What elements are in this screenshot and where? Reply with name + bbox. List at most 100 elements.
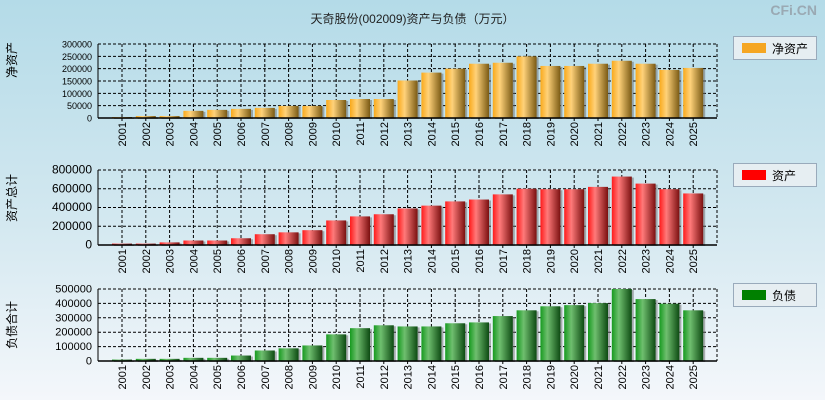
bar-2021 <box>588 63 608 118</box>
x-tick-label: 2017 <box>498 122 510 146</box>
y-tick-label: 100000 <box>62 89 92 99</box>
bar-2024 <box>659 303 680 361</box>
y-tick-label: 300000 <box>62 40 92 50</box>
bar-2012 <box>373 325 394 361</box>
x-tick-label: 2007 <box>260 249 272 273</box>
x-tick-label: 2002 <box>141 249 153 273</box>
panel-1: 0 200000 400000 600000 800000 2001 2002 2003 200… <box>5 163 718 273</box>
x-tick-label: 2014 <box>426 249 438 273</box>
bar-2016 <box>469 199 489 245</box>
x-tick-label: 2016 <box>474 122 486 146</box>
x-tick-label: 2008 <box>284 365 296 389</box>
x-tick-label: 2012 <box>379 249 391 273</box>
bar-2008 <box>278 348 299 361</box>
bar-2014 <box>421 326 442 361</box>
bar-2024 <box>659 189 680 245</box>
bar-2008 <box>278 105 299 118</box>
x-tick-label: 2013 <box>403 249 415 273</box>
y-tick-label: 800000 <box>52 163 92 177</box>
bar-2003 <box>159 116 180 118</box>
watermark: CFi.CN <box>770 2 817 18</box>
bar-2013 <box>397 208 418 245</box>
y-axis-title: 净资产 <box>5 42 19 78</box>
x-tick-label: 2005 <box>212 249 224 273</box>
bar-2019 <box>540 306 561 361</box>
bar-2021 <box>588 303 608 361</box>
bar-2010 <box>326 220 347 245</box>
legend-label: 资产 <box>772 168 797 183</box>
x-tick-label: 2021 <box>593 249 605 273</box>
bar-2014 <box>421 72 442 118</box>
y-axis-title: 负债合计 <box>4 301 19 349</box>
bar-2012 <box>373 214 394 245</box>
legend-label: 负债 <box>772 288 797 303</box>
bar-2007 <box>254 234 275 245</box>
bar-2018 <box>516 188 537 245</box>
bar-2014 <box>421 205 442 245</box>
bar-2004 <box>183 110 204 118</box>
bar-2015 <box>445 68 466 118</box>
x-tick-label: 2008 <box>284 122 296 146</box>
y-tick-label: 200000 <box>55 327 92 339</box>
x-tick-label: 2023 <box>641 249 653 273</box>
x-tick-label: 2024 <box>664 122 676 146</box>
bar-2005 <box>207 357 228 361</box>
bar-2022 <box>611 289 632 361</box>
y-tick-label: 200000 <box>52 219 92 233</box>
legend-swatch <box>742 290 766 300</box>
bar-2010 <box>326 99 347 118</box>
x-tick-label: 2015 <box>450 122 462 146</box>
x-tick-label: 2001 <box>117 122 129 146</box>
bar-2024 <box>659 69 680 118</box>
x-tick-label: 2009 <box>307 249 319 273</box>
bar-2008 <box>278 232 299 245</box>
bar-2005 <box>207 109 228 118</box>
y-tick-label: 0 <box>85 238 92 252</box>
bar-2019 <box>540 65 561 118</box>
x-tick-label: 2010 <box>331 249 343 273</box>
x-tick-label: 2022 <box>617 249 629 273</box>
legend-swatch <box>742 170 766 180</box>
x-tick-label: 2005 <box>212 122 224 146</box>
x-tick-label: 2025 <box>688 122 700 146</box>
bar-2017 <box>492 194 513 245</box>
y-tick-label: 400000 <box>55 298 92 310</box>
x-tick-label: 2009 <box>307 122 319 146</box>
x-tick-label: 2024 <box>664 249 676 273</box>
x-tick-label: 2020 <box>569 365 581 389</box>
x-tick-label: 2014 <box>426 365 438 389</box>
x-tick-label: 2012 <box>379 122 391 146</box>
y-tick-label: 100000 <box>55 341 92 353</box>
x-tick-label: 2004 <box>188 249 200 273</box>
x-tick-label: 2006 <box>236 122 248 146</box>
x-tick-label: 2011 <box>355 249 367 273</box>
bar-2006 <box>231 355 251 361</box>
x-tick-label: 2021 <box>593 365 605 389</box>
x-tick-label: 2008 <box>284 249 296 273</box>
x-tick-label: 2019 <box>545 249 557 273</box>
x-tick-label: 2010 <box>331 122 343 146</box>
bar-2015 <box>445 323 466 361</box>
bar-2019 <box>540 189 561 245</box>
x-tick-label: 2017 <box>498 249 510 273</box>
bar-2007 <box>254 350 275 361</box>
panel-2: 0 100000 200000 300000 400000 500000 2001 2002 2… <box>4 284 718 389</box>
bar-2022 <box>611 60 632 118</box>
x-tick-label: 2003 <box>165 365 177 389</box>
bar-2025 <box>683 193 704 245</box>
x-tick-label: 2020 <box>569 122 581 146</box>
y-tick-label: 500000 <box>55 284 92 296</box>
bar-2012 <box>373 99 394 118</box>
bar-2018 <box>516 310 537 361</box>
x-tick-label: 2017 <box>498 365 510 389</box>
bar-2013 <box>397 80 418 118</box>
panel-0: 0 50000 100000 150000 200000 250000 300000 2001… <box>5 40 718 146</box>
x-tick-label: 2023 <box>641 122 653 146</box>
bar-2003 <box>159 358 180 361</box>
bar-2023 <box>635 183 656 245</box>
y-tick-label: 200000 <box>62 64 92 74</box>
bar-2009 <box>302 345 323 361</box>
bar-2022 <box>611 176 632 245</box>
x-tick-label: 2013 <box>403 122 415 146</box>
x-tick-label: 2011 <box>355 365 367 389</box>
